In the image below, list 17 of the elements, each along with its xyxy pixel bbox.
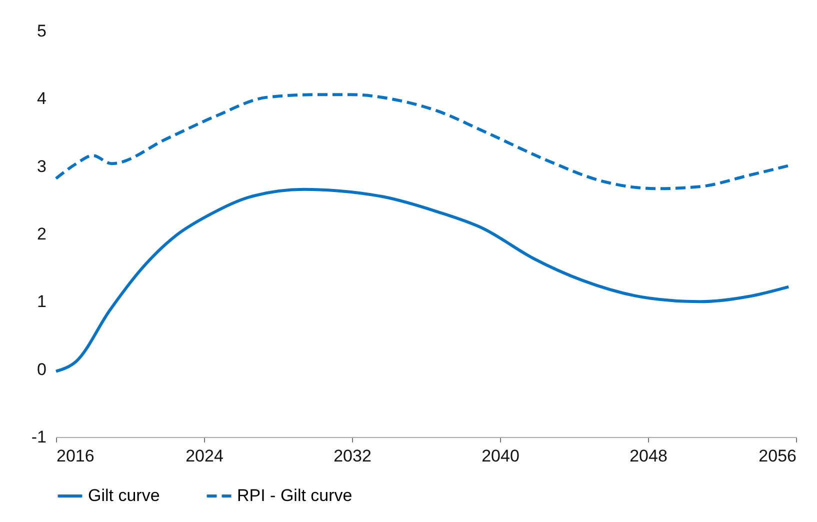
x-tick-label: 2016 [56, 446, 94, 466]
y-tick-label: 5 [37, 22, 46, 40]
legend-label: Gilt curve [88, 486, 160, 505]
y-tick-label: 3 [37, 156, 46, 176]
y-tick-label: 1 [37, 292, 46, 312]
x-tick-label: 2032 [334, 446, 372, 466]
line-series [54, 188, 790, 373]
legend-label: RPI - Gilt curve [237, 486, 352, 505]
line-series [54, 93, 790, 190]
x-tick-label: 2024 [186, 446, 224, 466]
y-tick-label: 0 [37, 360, 46, 379]
x-tick-label: 2040 [482, 446, 520, 466]
y-tick-label: 4 [37, 89, 46, 108]
x-tick-label: 2056 [758, 446, 796, 466]
y-tick-label: -1 [31, 428, 46, 446]
y-tick-label: 2 [37, 224, 46, 244]
x-tick-label: 2048 [630, 446, 668, 466]
